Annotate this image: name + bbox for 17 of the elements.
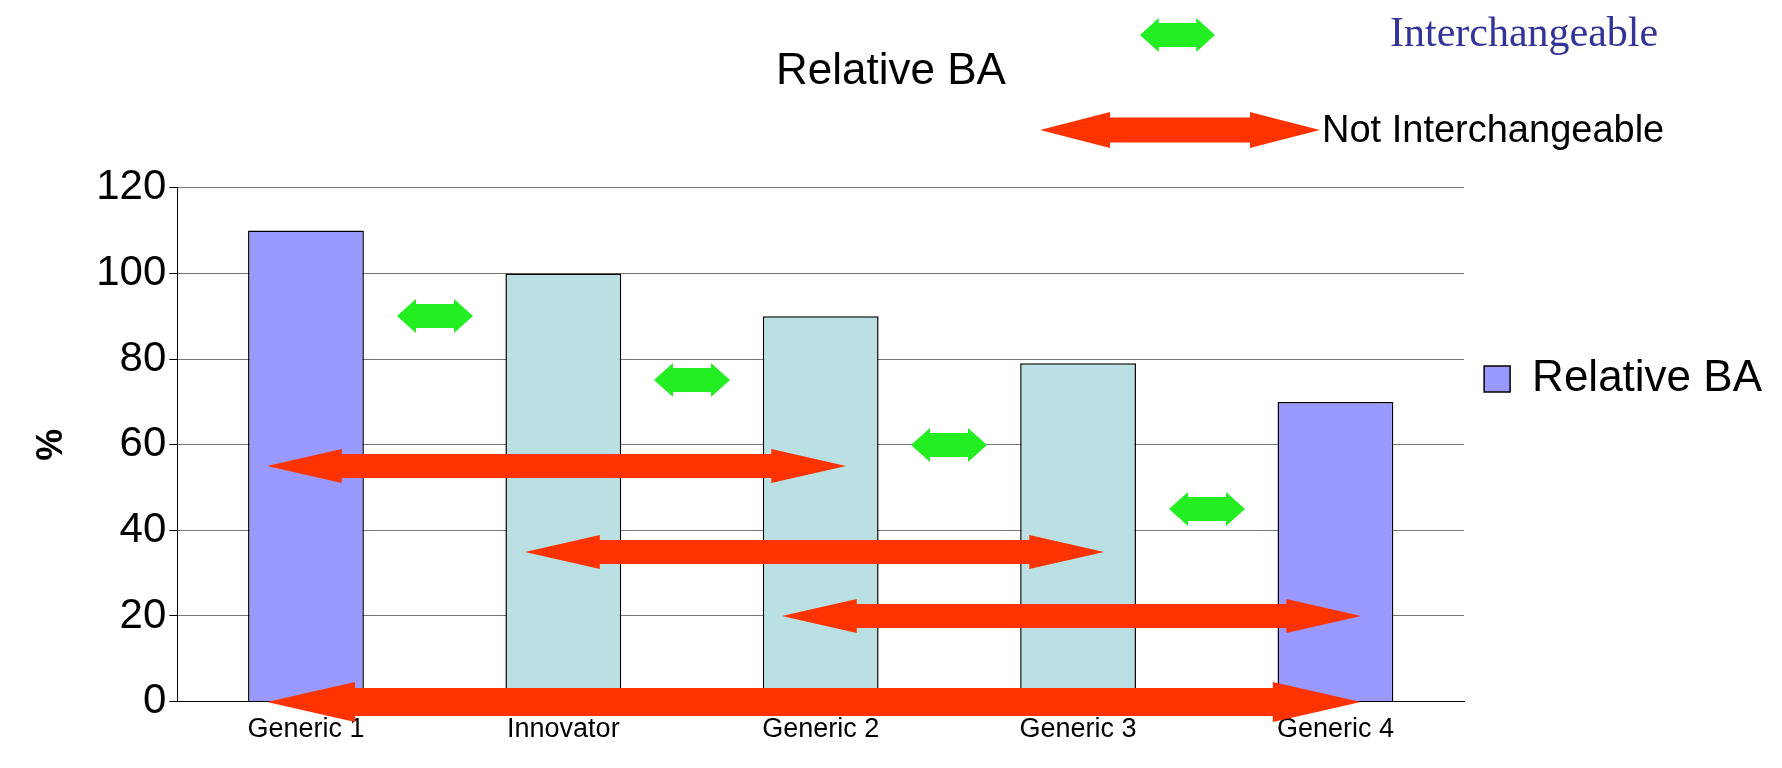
x-tick-label: Generic 4: [1276, 713, 1394, 744]
y-axis-title: %: [28, 428, 70, 461]
y-tick-label: 120: [96, 161, 167, 209]
y-tick-label: 40: [119, 503, 167, 551]
text: Interchangeable: [1390, 8, 1659, 56]
x-tick-label: Generic 2: [762, 713, 880, 744]
x-tick-label: Innovator: [507, 713, 620, 744]
x-tick-label: Generic 1: [247, 713, 365, 744]
y-tick-label: 0: [142, 675, 167, 723]
x-tick-label: Generic 3: [1019, 713, 1137, 744]
y-tick-label: 100: [96, 247, 167, 295]
y-tick-label: 60: [119, 418, 167, 466]
y-tick-label: 80: [119, 332, 167, 380]
text: Not Interchangeable: [1322, 108, 1665, 151]
y-tick-label: 20: [119, 589, 167, 637]
chart-title: Relative BA: [776, 43, 1007, 93]
legend-label: Relative BA: [1532, 351, 1763, 401]
